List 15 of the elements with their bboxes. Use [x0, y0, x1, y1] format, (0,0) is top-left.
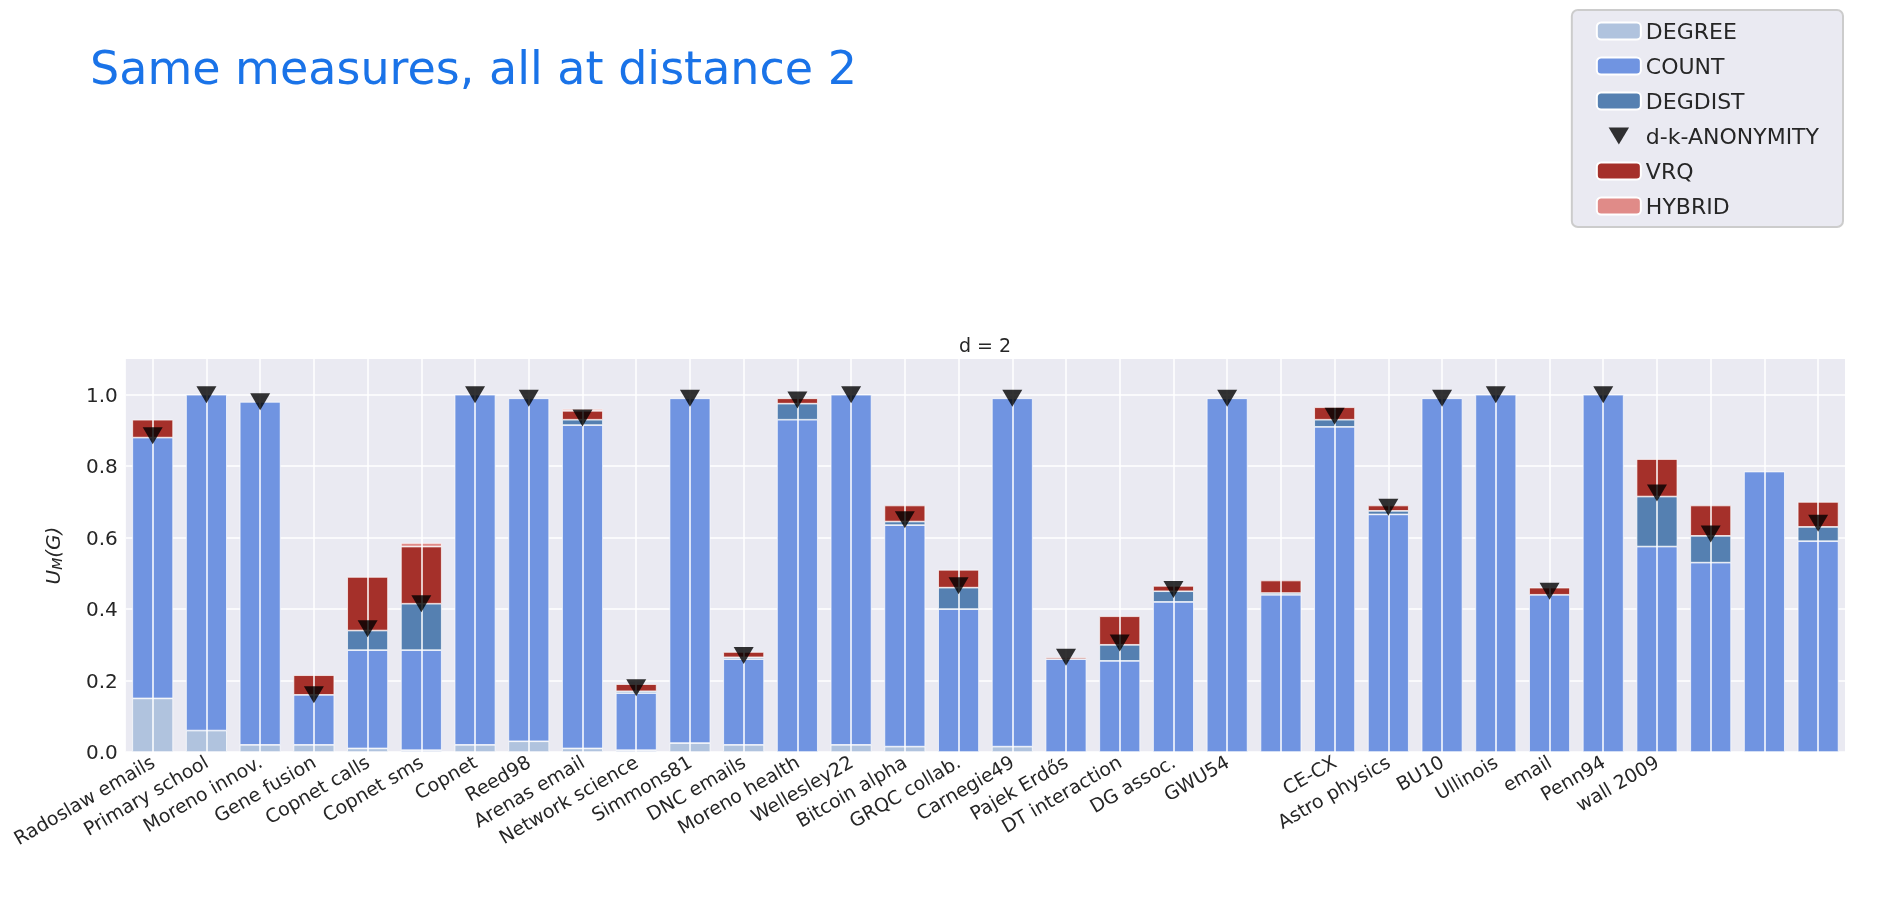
chart-title: Same measures, all at distance 2 — [90, 41, 857, 95]
legend-label: HYBRID — [1645, 193, 1730, 219]
y-tick-label: 0.0 — [86, 740, 118, 764]
legend-label: DEGDIST — [1645, 88, 1746, 114]
y-tick-label: 0.8 — [86, 454, 118, 479]
chart-subtitle: d = 2 — [958, 333, 1012, 356]
legend-label: VRQ — [1645, 158, 1694, 184]
y-tick-label: 0.6 — [86, 525, 118, 550]
legend-label: DEGREE — [1645, 18, 1737, 44]
y-tick-label: 0.4 — [86, 597, 118, 622]
legend-label: d-k-ANONYMITY — [1645, 123, 1820, 149]
legend-label: COUNT — [1645, 53, 1726, 79]
y-tick-label: 0.2 — [86, 668, 118, 693]
y-axis-title: UM(G) — [40, 526, 65, 585]
y-tick-label: 1.0 — [86, 382, 118, 407]
